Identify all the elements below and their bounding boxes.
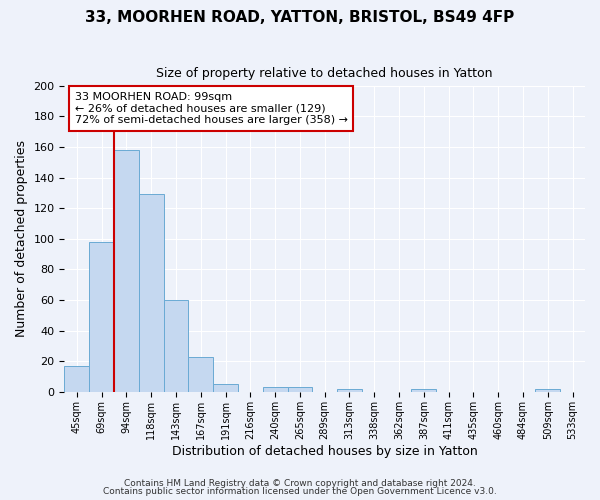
Bar bbox=[213, 384, 238, 392]
Bar bbox=[287, 388, 313, 392]
Title: Size of property relative to detached houses in Yatton: Size of property relative to detached ho… bbox=[157, 68, 493, 80]
Text: Contains HM Land Registry data © Crown copyright and database right 2024.: Contains HM Land Registry data © Crown c… bbox=[124, 478, 476, 488]
Bar bbox=[164, 300, 188, 392]
Bar bbox=[188, 356, 213, 392]
Bar bbox=[337, 389, 362, 392]
Bar bbox=[89, 242, 114, 392]
Bar bbox=[263, 388, 287, 392]
X-axis label: Distribution of detached houses by size in Yatton: Distribution of detached houses by size … bbox=[172, 444, 478, 458]
Bar bbox=[114, 150, 139, 392]
Bar bbox=[412, 389, 436, 392]
Bar bbox=[535, 389, 560, 392]
Text: 33, MOORHEN ROAD, YATTON, BRISTOL, BS49 4FP: 33, MOORHEN ROAD, YATTON, BRISTOL, BS49 … bbox=[85, 10, 515, 25]
Y-axis label: Number of detached properties: Number of detached properties bbox=[15, 140, 28, 338]
Bar bbox=[64, 366, 89, 392]
Text: 33 MOORHEN ROAD: 99sqm
← 26% of detached houses are smaller (129)
72% of semi-de: 33 MOORHEN ROAD: 99sqm ← 26% of detached… bbox=[75, 92, 348, 125]
Text: Contains public sector information licensed under the Open Government Licence v3: Contains public sector information licen… bbox=[103, 487, 497, 496]
Bar bbox=[139, 194, 164, 392]
